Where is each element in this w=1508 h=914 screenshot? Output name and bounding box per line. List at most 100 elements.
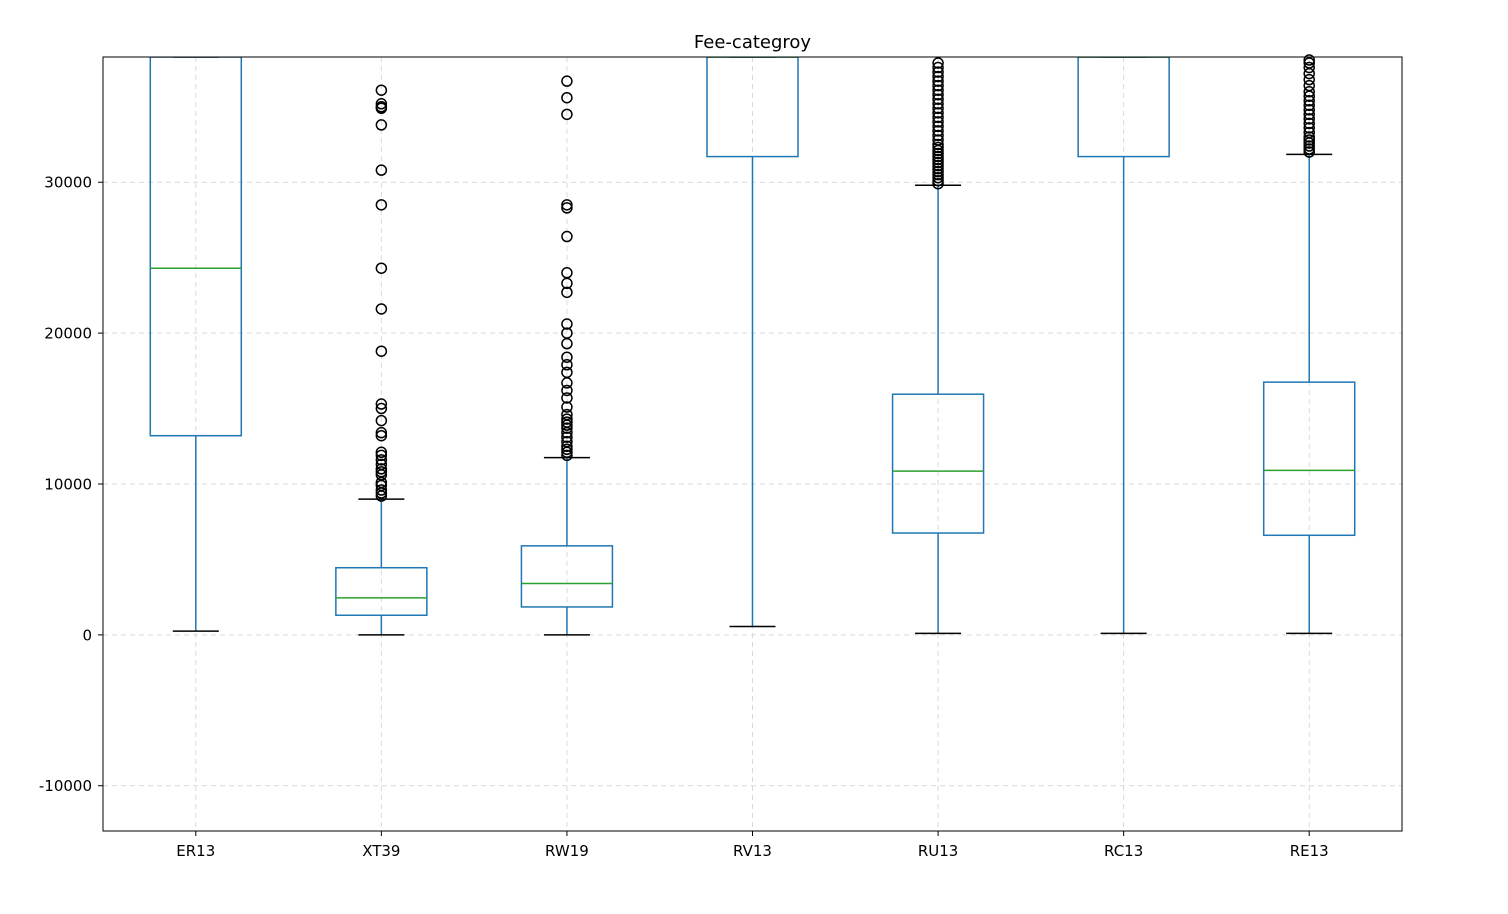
outlier-point bbox=[932, 75, 944, 87]
outlier-point bbox=[932, 120, 944, 133]
iqr-box bbox=[335, 566, 428, 616]
outlier-point bbox=[561, 286, 573, 299]
outlier-point bbox=[375, 414, 388, 427]
outlier-point bbox=[561, 408, 573, 421]
outlier-point bbox=[561, 422, 573, 434]
x-tick-label: RU13 bbox=[918, 842, 959, 860]
outlier-point bbox=[1303, 104, 1315, 116]
outlier-point bbox=[561, 416, 573, 428]
outlier-point bbox=[932, 129, 944, 142]
outlier-point bbox=[1303, 126, 1315, 139]
outlier-point bbox=[932, 156, 944, 169]
outlier-point bbox=[375, 449, 388, 462]
outlier-point bbox=[561, 199, 573, 211]
outlier-point bbox=[932, 88, 944, 101]
outlier-point bbox=[561, 401, 573, 413]
outlier-point bbox=[932, 107, 944, 119]
outlier-point bbox=[932, 147, 944, 160]
outlier-point bbox=[932, 171, 944, 184]
outlier-point bbox=[932, 141, 944, 154]
outlier-point bbox=[375, 98, 388, 110]
x-tick-label: RV13 bbox=[733, 842, 772, 860]
outlier-point bbox=[932, 102, 944, 115]
iqr-box bbox=[149, 57, 243, 437]
outlier-point bbox=[932, 174, 944, 187]
outlier-point bbox=[932, 111, 944, 124]
outlier-point bbox=[1303, 57, 1315, 69]
x-tick-label: RC13 bbox=[1104, 842, 1143, 860]
outlier-point bbox=[561, 431, 573, 443]
x-tick-label: RW19 bbox=[545, 842, 589, 860]
outlier-point bbox=[932, 165, 944, 178]
outlier-point bbox=[561, 230, 573, 243]
outlier-point bbox=[1303, 85, 1315, 98]
outlier-point bbox=[932, 138, 944, 151]
outlier-point bbox=[375, 458, 388, 471]
outlier-point bbox=[375, 303, 388, 315]
outlier-point bbox=[561, 202, 573, 214]
outlier-point bbox=[561, 318, 573, 330]
y-tick-label: 20000 bbox=[44, 325, 92, 343]
outlier-point bbox=[932, 116, 944, 128]
outlier-point bbox=[375, 429, 388, 442]
chart-title: Fee-categroy bbox=[694, 32, 812, 53]
outlier-point bbox=[1303, 79, 1315, 92]
outlier-point bbox=[1303, 61, 1315, 74]
axis-layer: -10000 0 10000 20000 30000 ER13 XT39 RW19 RV13 RU… bbox=[39, 174, 1329, 860]
iqr-box bbox=[891, 393, 985, 534]
outlier-point bbox=[1303, 122, 1315, 134]
outlier-point bbox=[561, 108, 573, 121]
outlier-point bbox=[932, 84, 944, 96]
outlier-point bbox=[1303, 113, 1315, 125]
box-ru13 bbox=[891, 184, 985, 635]
outlier-point bbox=[932, 93, 944, 105]
outlier-point bbox=[561, 392, 573, 404]
outlier-point bbox=[932, 159, 944, 172]
outlier-point bbox=[1303, 99, 1315, 112]
outlier-point bbox=[375, 262, 388, 274]
outlier-point bbox=[561, 440, 573, 453]
outlier-point bbox=[932, 61, 944, 74]
outlier-point bbox=[1303, 117, 1315, 130]
outlier-point bbox=[1303, 131, 1315, 143]
outlier-point bbox=[375, 463, 388, 475]
outlier-point bbox=[932, 66, 944, 78]
y-tick-label: 30000 bbox=[44, 174, 92, 192]
outlier-point bbox=[561, 366, 573, 379]
x-tick-label: RE13 bbox=[1290, 842, 1329, 860]
y-tick-label: -10000 bbox=[39, 777, 92, 795]
outlier-point bbox=[375, 199, 388, 211]
outlier-point bbox=[1303, 95, 1315, 107]
outlier-point bbox=[375, 398, 388, 410]
outlier-point bbox=[375, 345, 388, 357]
outlier-point bbox=[561, 91, 573, 104]
outlier-point bbox=[1303, 140, 1315, 152]
outlier-point bbox=[561, 267, 573, 279]
iqr-box bbox=[1077, 57, 1170, 158]
outlier-point bbox=[932, 57, 944, 69]
outlier-point bbox=[932, 70, 944, 83]
outlier-point bbox=[375, 446, 388, 459]
outlier-point bbox=[1303, 134, 1315, 146]
outlier-point bbox=[1303, 54, 1315, 66]
outlier-point bbox=[932, 168, 944, 181]
flier-layer bbox=[375, 54, 1315, 502]
outlier-point bbox=[932, 134, 944, 146]
box-rc13 bbox=[1077, 57, 1170, 635]
outlier-point bbox=[561, 384, 573, 397]
outlier-point bbox=[561, 443, 573, 456]
box-re13 bbox=[1262, 153, 1356, 635]
outlier-point bbox=[932, 79, 944, 92]
outlier-point bbox=[1303, 73, 1315, 86]
iqr-box bbox=[706, 57, 799, 158]
outlier-point bbox=[932, 177, 944, 190]
x-tick-label: ER13 bbox=[176, 842, 215, 860]
outlier-point bbox=[1303, 108, 1315, 121]
outlier-point bbox=[561, 75, 573, 87]
outlier-point bbox=[561, 351, 573, 363]
box-er13 bbox=[149, 57, 243, 632]
outlier-point bbox=[375, 426, 388, 439]
outlier-point bbox=[1303, 146, 1315, 158]
outlier-point bbox=[375, 101, 388, 113]
